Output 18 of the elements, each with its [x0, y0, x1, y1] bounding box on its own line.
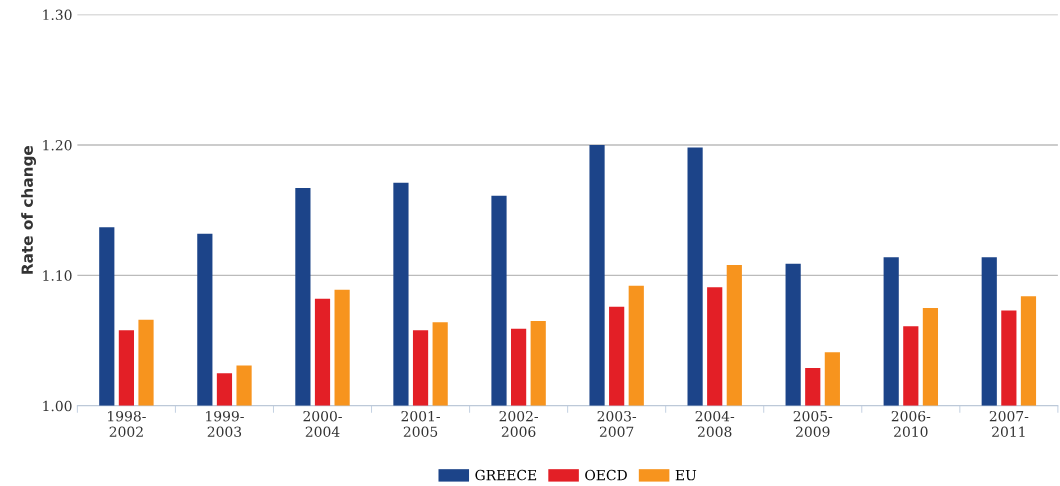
y-tick-label: 1.30 [43, 9, 72, 21]
x-tick-label: 1999- 2003 [206, 410, 244, 437]
x-tick-label: 2003- 2007 [597, 410, 637, 437]
x-tick-label: 2004- 2008 [695, 410, 735, 437]
x-tick-label: 2000- 2004 [303, 410, 342, 437]
x-tick-label: 2001- 2005 [401, 410, 440, 437]
x-tick-label: 2007- 2011 [989, 410, 1029, 437]
y-tick-label: 1.10 [43, 270, 72, 281]
x-tick-label: 2006- 2010 [891, 410, 931, 437]
legend-label: OECD [585, 469, 627, 481]
legend-label: EU [675, 470, 697, 481]
x-tick-label: 2005- 2009 [793, 410, 833, 437]
legend-label: GREECE [475, 469, 537, 481]
x-tick-label: 1998- 2002 [108, 410, 146, 437]
y-axis-title: Rate of change [21, 145, 37, 274]
x-tick-label: 2002- 2006 [499, 410, 539, 437]
y-tick-label: 1.00 [43, 400, 72, 412]
y-tick-label: 1.20 [43, 139, 72, 151]
